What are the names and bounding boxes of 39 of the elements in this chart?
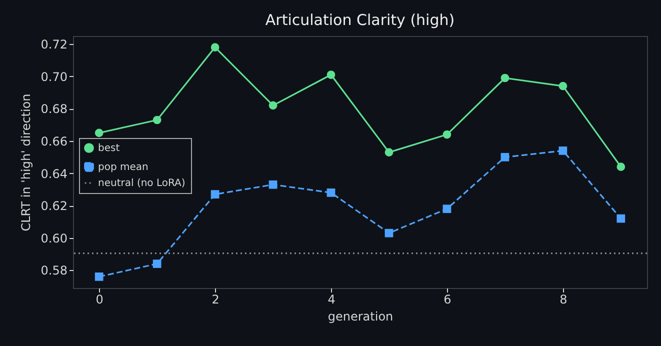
point xyxy=(210,43,220,52)
point xyxy=(210,190,220,198)
legend-label: best xyxy=(98,143,120,154)
point xyxy=(268,101,278,110)
point xyxy=(558,146,568,155)
point xyxy=(94,272,104,281)
point xyxy=(500,74,510,82)
legend-label: pop mean xyxy=(98,162,148,173)
y-tick-label: 0.68 xyxy=(40,102,68,116)
y-tick-label: 0.64 xyxy=(40,166,68,181)
point xyxy=(384,228,394,238)
x-tick-label: 6 xyxy=(444,292,452,306)
y-tick-label: 0.72 xyxy=(40,38,68,52)
point xyxy=(94,128,104,138)
y-tick-label: 0.62 xyxy=(40,199,68,214)
point xyxy=(558,82,568,90)
x-tick-label: 8 xyxy=(560,292,568,306)
legend-label: neutral (no LoRA) xyxy=(98,178,186,189)
point xyxy=(326,188,336,197)
point xyxy=(442,204,452,214)
point xyxy=(152,260,162,268)
point xyxy=(152,116,162,124)
y-tick-label: 0.58 xyxy=(40,264,68,278)
point xyxy=(442,130,452,139)
point xyxy=(616,214,626,223)
y-tick-label: 0.66 xyxy=(40,134,68,148)
point xyxy=(326,70,336,79)
y-axis-title: CLRT in 'high' direction xyxy=(18,94,33,232)
y-tick-label: 0.70 xyxy=(40,70,68,84)
y-tick-label: 0.60 xyxy=(40,231,68,246)
x-tick-label: 4 xyxy=(328,292,336,306)
chart-title: Articulation Clarity (high) xyxy=(265,11,455,29)
point xyxy=(500,152,510,162)
x-tick-label: 0 xyxy=(96,292,104,306)
x-tick-label: 2 xyxy=(212,292,220,306)
point xyxy=(616,162,626,172)
point xyxy=(384,148,394,156)
point xyxy=(268,180,278,189)
x-axis-title: generation xyxy=(328,310,394,324)
